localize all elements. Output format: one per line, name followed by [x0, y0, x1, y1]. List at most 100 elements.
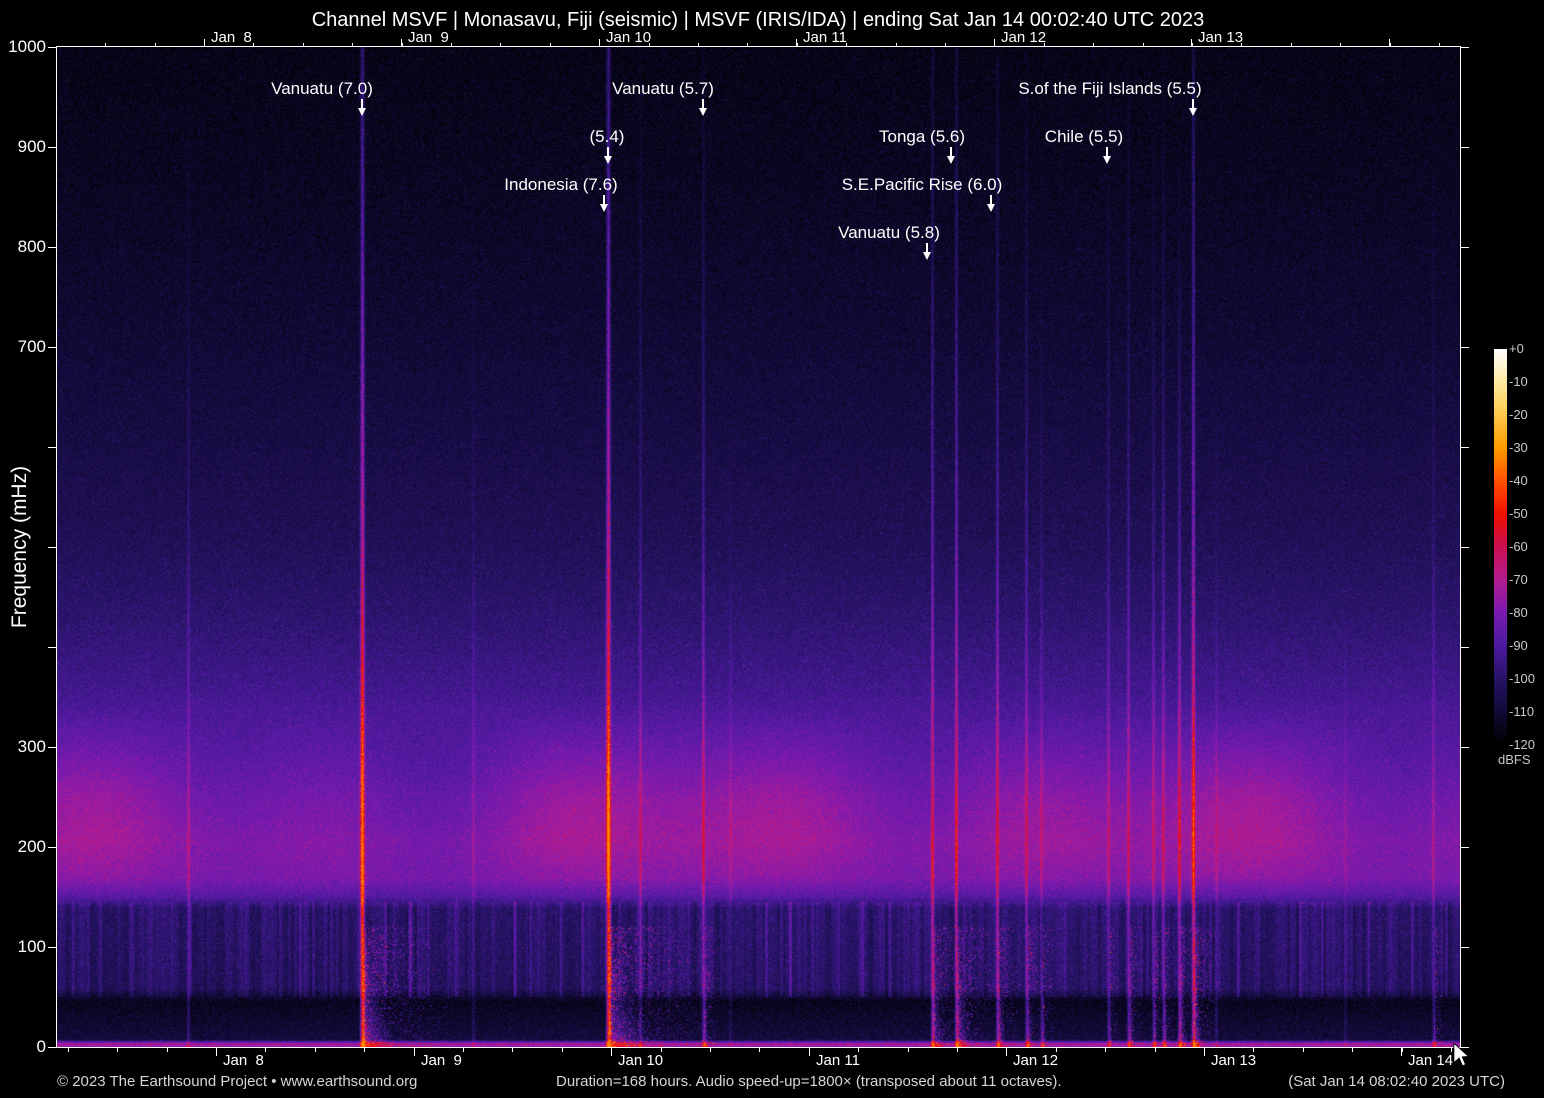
- x-minor-tick: [649, 43, 650, 47]
- y-major-tick-left: [48, 647, 56, 648]
- x-minor-tick: [908, 1048, 909, 1052]
- colorbar-tick-label: -100: [1509, 671, 1536, 686]
- event-annotation-arrow-shaft: [603, 195, 605, 205]
- x-tick-label: Jan 9: [421, 1052, 462, 1069]
- spectrogram-canvas: [57, 47, 1460, 1047]
- x-minor-tick: [896, 43, 897, 47]
- event-annotation-arrow-shaft: [926, 243, 928, 253]
- y-major-tick-left: [48, 847, 56, 848]
- x-tick-label: Jan 8: [211, 29, 252, 46]
- event-annotation-arrow-head: [358, 108, 366, 116]
- x-minor-tick: [1390, 43, 1391, 47]
- x-tick-label: Jan 13: [1198, 29, 1244, 46]
- colorbar-tick-label: -30: [1509, 440, 1528, 455]
- x-minor-tick: [1155, 1048, 1156, 1052]
- x-minor-tick: [550, 43, 551, 47]
- x-minor-tick: [1439, 43, 1440, 47]
- x-minor-tick: [117, 1048, 118, 1052]
- x-minor-tick: [512, 1048, 513, 1052]
- event-annotation-arrow-shaft: [607, 147, 609, 157]
- colorbar-tick-label: -80: [1509, 605, 1528, 620]
- x-minor-tick: [1253, 1048, 1254, 1052]
- event-annotation-label: S.E.Pacific Rise (6.0): [841, 175, 1003, 194]
- x-minor-tick: [105, 43, 106, 47]
- y-tick-label: 800: [17, 237, 46, 256]
- x-minor-tick: [957, 1048, 958, 1052]
- event-annotation-arrow-head: [947, 156, 955, 164]
- x-minor-tick: [1241, 43, 1242, 47]
- footer-render-timestamp: (Sat Jan 14 08:02:40 2023 UTC): [1288, 1073, 1505, 1090]
- y-major-tick-right: [1461, 647, 1469, 648]
- colorbar-tick-label: -50: [1509, 506, 1528, 521]
- x-tick-label: Jan 11: [803, 29, 847, 46]
- mouse-cursor-icon: [1453, 1042, 1471, 1075]
- x-major-tick: [401, 39, 402, 47]
- x-minor-tick: [68, 1048, 69, 1052]
- x-minor-tick: [500, 43, 501, 47]
- x-minor-tick: [562, 1048, 563, 1052]
- x-major-tick: [1006, 1048, 1007, 1056]
- footer-copyright: © 2023 The Earthsound Project • www.eart…: [57, 1073, 418, 1090]
- event-annotation-label: Vanuatu (7.0): [271, 79, 373, 98]
- x-minor-tick: [303, 43, 304, 47]
- x-tick-label: Jan 8: [223, 1052, 264, 1069]
- x-minor-tick: [265, 1048, 266, 1052]
- x-tick-label: Jan 10: [618, 1052, 664, 1069]
- plot-bottom-axis-line: [56, 1047, 1461, 1048]
- y-major-tick-right: [1461, 947, 1469, 948]
- x-major-tick: [796, 39, 797, 47]
- x-minor-tick: [747, 43, 748, 47]
- plot-left-axis-line: [56, 47, 57, 1047]
- x-minor-tick: [797, 43, 798, 47]
- y-tick-label: 0: [36, 1037, 46, 1056]
- y-major-tick-left: [48, 747, 56, 748]
- y-tick-label: 200: [17, 837, 46, 856]
- x-major-tick: [1191, 39, 1192, 47]
- x-minor-tick: [1105, 1048, 1106, 1052]
- colorbar-tick-label: -60: [1509, 539, 1528, 554]
- x-major-tick: [216, 1048, 217, 1056]
- x-minor-tick: [698, 43, 699, 47]
- x-major-tick: [414, 1048, 415, 1056]
- x-minor-tick: [1093, 43, 1094, 47]
- event-annotation-label: S.of the Fiji Islands (5.5): [1018, 79, 1202, 98]
- y-major-tick-left: [48, 947, 56, 948]
- x-minor-tick: [858, 1048, 859, 1052]
- colorbar-tick-label: -70: [1509, 572, 1528, 587]
- y-major-tick-left: [48, 247, 56, 248]
- colorbar-gradient: [1494, 349, 1507, 745]
- event-annotation-arrow-head: [699, 108, 707, 116]
- y-major-tick-right: [1461, 147, 1469, 148]
- event-annotation-arrow-head: [1103, 156, 1111, 164]
- event-annotation-label: Chile (5.5): [1044, 127, 1124, 146]
- event-annotation-arrow-head: [923, 252, 931, 260]
- event-annotation-arrow-shaft: [361, 99, 363, 109]
- event-annotation-arrow-head: [1189, 108, 1197, 116]
- y-major-tick-right: [1461, 247, 1469, 248]
- event-annotation-label: Vanuatu (5.7): [612, 79, 714, 98]
- x-minor-tick: [167, 1048, 168, 1052]
- colorbar-tick-label: -90: [1509, 638, 1528, 653]
- x-minor-tick: [1143, 43, 1144, 47]
- x-major-tick: [1389, 39, 1390, 47]
- x-minor-tick: [1402, 1048, 1403, 1052]
- x-tick-label: Jan 10: [606, 29, 652, 46]
- y-major-tick-right: [1461, 447, 1469, 448]
- x-minor-tick: [945, 43, 946, 47]
- x-minor-tick: [1451, 1048, 1452, 1052]
- event-annotation-arrow-shaft: [990, 195, 992, 205]
- x-major-tick: [1204, 1048, 1205, 1056]
- plot-right-axis-line: [1460, 47, 1461, 1047]
- y-tick-label: 900: [17, 137, 46, 156]
- x-minor-tick: [364, 1048, 365, 1052]
- x-major-tick: [809, 1048, 810, 1056]
- x-minor-tick: [352, 43, 353, 47]
- x-minor-tick: [1291, 43, 1292, 47]
- colorbar-tick-label: -110: [1509, 704, 1535, 719]
- y-major-tick-left: [48, 347, 56, 348]
- colorbar-tick-label: +0: [1509, 341, 1524, 356]
- x-minor-tick: [402, 43, 403, 47]
- colorbar-tick-label: -20: [1509, 407, 1528, 422]
- x-minor-tick: [451, 43, 452, 47]
